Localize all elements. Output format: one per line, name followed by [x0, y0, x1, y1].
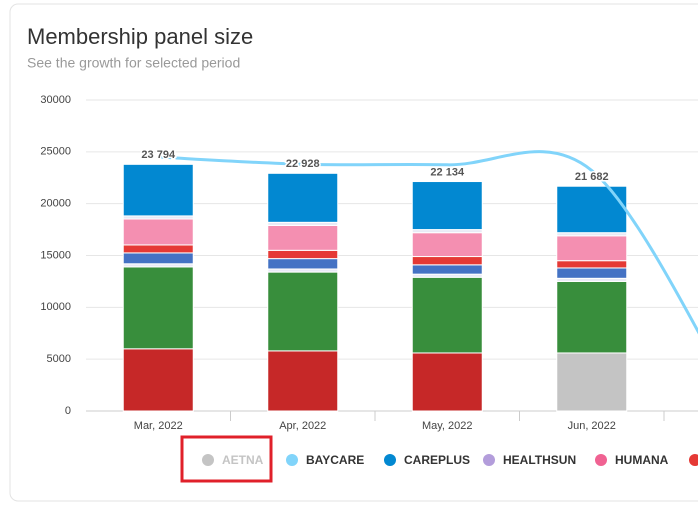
- bar-segment: [122, 348, 194, 412]
- bar-segment: [267, 249, 339, 260]
- legend-marker: [595, 454, 607, 466]
- total-label: 23 794: [141, 149, 176, 161]
- legend-marker: [384, 454, 396, 466]
- chart-subtitle: See the growth for selected period: [27, 55, 240, 71]
- legend-marker: [483, 454, 495, 466]
- bar-segment: [267, 258, 339, 270]
- y-tick-label: 30000: [40, 94, 71, 106]
- y-tick-label: 10000: [40, 301, 71, 313]
- chart-title: Membership panel size: [27, 24, 253, 49]
- bar-segment: [267, 172, 339, 223]
- bar-segment: [122, 163, 194, 217]
- line-series: [158, 150, 698, 335]
- total-label: 21 682: [575, 171, 609, 183]
- legend-marker: [202, 454, 214, 466]
- legend-label[interactable]: AETNA: [222, 453, 264, 467]
- bar-segment: [411, 352, 483, 412]
- bar-segment: [556, 352, 628, 412]
- x-tick-label: Apr, 2022: [279, 420, 326, 432]
- y-tick-label: 20000: [40, 198, 71, 210]
- bar-segment: [556, 260, 628, 269]
- total-label: 22 134: [430, 166, 465, 178]
- bar-segment: [556, 267, 628, 279]
- y-tick-label: 15000: [40, 249, 71, 261]
- x-tick-label: Jun, 2022: [568, 420, 616, 432]
- x-tick-label: May, 2022: [422, 420, 473, 432]
- highlight-box: [180, 435, 273, 483]
- bar-segment: [556, 235, 628, 262]
- legend-marker: [689, 454, 698, 466]
- bar-segment: [556, 280, 628, 354]
- legend-label[interactable]: BAYCARE: [306, 453, 364, 467]
- bar-segment: [122, 266, 194, 350]
- bar-segment: [267, 350, 339, 412]
- bar-segment: [267, 224, 339, 251]
- legend-marker: [286, 454, 298, 466]
- bar-segment: [122, 244, 194, 254]
- bar-segment: [122, 218, 194, 246]
- bar-segment: [411, 276, 483, 354]
- legend-label[interactable]: CAREPLUS: [404, 453, 470, 467]
- y-tick-label: 0: [65, 405, 71, 417]
- bar-segment: [267, 271, 339, 352]
- y-tick-label: 5000: [47, 353, 71, 365]
- bar-segment: [411, 256, 483, 266]
- legend-label[interactable]: HEALTHSUN: [503, 453, 576, 467]
- bar-segment: [122, 252, 194, 265]
- plot: 0 5000 10000 15000 20000 25000 30000 Mar, 2022 A…: [40, 94, 698, 432]
- bar-segment: [556, 185, 628, 234]
- bar-segment: [411, 232, 483, 258]
- bar-segment: [411, 181, 483, 231]
- legend-label[interactable]: HUMANA: [615, 453, 669, 467]
- total-label: 22 928: [286, 158, 320, 170]
- y-tick-label: 25000: [40, 146, 71, 158]
- bar-segment: [411, 264, 483, 275]
- x-tick-label: Mar, 2022: [134, 420, 183, 432]
